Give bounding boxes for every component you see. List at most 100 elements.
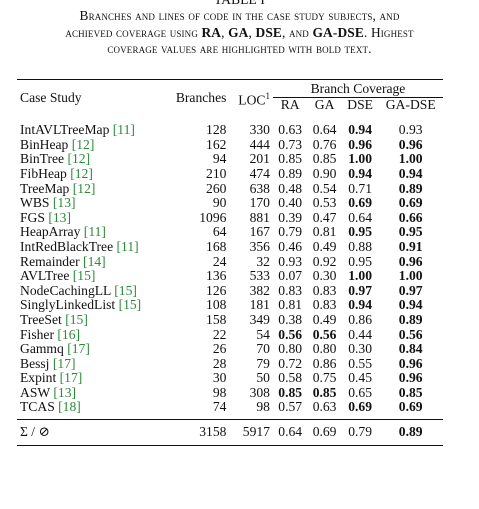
citation-link[interactable]: [12]: [72, 180, 96, 196]
loc-cell: 70: [256, 341, 270, 357]
caption-dse: DSE: [255, 24, 282, 40]
header-branch-coverage: Branch Coverage: [272, 79, 443, 98]
citation-link[interactable]: [11]: [112, 122, 135, 138]
case-study-cell: FibHeap [12]: [17, 165, 164, 182]
loc-cell: 444: [249, 136, 270, 152]
case-study-cell: TCAS [18]: [17, 400, 164, 419]
table-row: FGS [13] 1096 881 0.39 0.47 0.64 0.66: [17, 209, 443, 226]
citation-link[interactable]: [17]: [52, 355, 76, 371]
header-dse: DSE: [347, 96, 373, 112]
citation-link[interactable]: [15]: [72, 268, 96, 284]
case-study-name: TreeMap: [20, 180, 70, 196]
caption-line-2-prefix: achieved coverage using: [65, 24, 202, 40]
ga-cell: 0.30: [312, 268, 337, 284]
gadse-cell: 1.00: [398, 151, 423, 167]
case-study-name: AVLTree: [20, 268, 70, 284]
ga-cell: 0.56: [312, 326, 337, 342]
ra-cell: 0.89: [278, 165, 303, 181]
table-row: SinglyLinkedList [15] 108 181 0.81 0.83 0.94 0…: [17, 298, 443, 313]
ra-cell: 0.46: [278, 238, 303, 254]
branches-cell: 98: [212, 384, 227, 400]
table-row: Fisher [16] 22 54 0.56 0.56 0.44 0.56: [17, 326, 443, 343]
caption-line-1: Branches and lines of code in the case s…: [79, 8, 400, 24]
dse-cell: 0.86: [348, 311, 372, 327]
citation-link[interactable]: [17]: [67, 341, 90, 357]
case-study-cell: BinTree [12]: [17, 152, 164, 167]
gadse-cell: 0.85: [398, 384, 423, 400]
table-row: IntRedBlackTree [11] 168 356 0.46 0.49 0.88 0.…: [17, 238, 443, 255]
ga-cell: 0.86: [312, 355, 337, 371]
gadse-cell: 0.56: [398, 326, 423, 342]
citation-link[interactable]: [12]: [70, 165, 93, 181]
loc-cell: 32: [256, 253, 270, 269]
loc-cell: 79: [256, 355, 270, 371]
branches-cell: 74: [212, 399, 227, 415]
case-study-name: Gammq: [20, 341, 64, 357]
citation-link[interactable]: [15]: [65, 311, 88, 327]
case-study-name: TreeSet: [20, 311, 62, 327]
case-study-name: FibHeap: [20, 165, 67, 181]
ra-cell: 0.63: [278, 122, 303, 138]
gadse-cell: 0.94: [398, 297, 423, 313]
case-study-cell: TreeMap [12]: [17, 180, 164, 197]
citation-link[interactable]: [13]: [48, 209, 71, 225]
gadse-cell: 0.97: [398, 282, 423, 298]
dse-cell: 1.00: [348, 151, 372, 167]
branches-cell: 28: [212, 355, 227, 371]
branches-cell: 162: [206, 136, 227, 152]
loc-cell: 201: [249, 151, 270, 167]
ga-cell: 0.53: [312, 195, 337, 211]
case-study-cell: NodeCachingLL [15]: [17, 282, 164, 299]
table-row: HeapArray [11] 64 167 0.79 0.81 0.95 0.95: [17, 225, 443, 240]
ga-cell: 0.85: [312, 384, 337, 400]
ra-cell: 0.56: [278, 326, 303, 342]
total-dse: 0.79: [341, 419, 379, 446]
case-study-name: Remainder: [20, 253, 80, 269]
ga-cell: 0.80: [312, 341, 337, 357]
citation-link[interactable]: [16]: [57, 326, 81, 342]
ra-cell: 0.07: [278, 268, 303, 284]
branches-cell: 22: [212, 326, 227, 342]
citation-link[interactable]: [11]: [116, 238, 139, 254]
coverage-table: Case Study Branches LOC1 Branch Coverage…: [17, 79, 443, 446]
ga-cell: 0.92: [312, 253, 337, 269]
citation-link[interactable]: [11]: [83, 224, 106, 240]
total-gadse: 0.89: [378, 419, 443, 446]
citation-link[interactable]: [14]: [83, 253, 106, 269]
branches-cell: 136: [206, 268, 227, 284]
citation-link[interactable]: [15]: [118, 297, 142, 313]
gadse-cell: 1.00: [398, 268, 423, 284]
caption-line-3: coverage values are highlighted with bol…: [107, 40, 372, 56]
ra-cell: 0.73: [278, 136, 303, 152]
gadse-cell: 0.69: [398, 195, 423, 211]
citation-link[interactable]: [17]: [59, 370, 83, 386]
case-study-cell: Expint [17]: [17, 370, 164, 386]
gadse-cell: 0.96: [398, 370, 423, 386]
ra-cell: 0.80: [278, 341, 303, 357]
citation-link[interactable]: [15]: [114, 282, 137, 298]
caption-gadse: GA-DSE: [312, 24, 364, 40]
citation-link[interactable]: [13]: [52, 195, 76, 211]
ra-cell: 0.72: [278, 355, 303, 371]
citation-link[interactable]: [18]: [58, 399, 81, 415]
table-row: Remainder [14] 24 32 0.93 0.92 0.95 0.96: [17, 253, 443, 270]
ra-cell: 0.83: [278, 282, 303, 298]
gadse-cell: 0.91: [398, 238, 423, 254]
table-row: BinTree [12] 94 201 0.85 0.85 1.00 1.00: [17, 152, 443, 167]
total-ra: 0.64: [272, 419, 308, 446]
citation-link[interactable]: [13]: [53, 384, 77, 400]
citation-link[interactable]: [12]: [67, 151, 91, 167]
citation-link[interactable]: [12]: [71, 136, 95, 152]
loc-cell: 308: [249, 384, 270, 400]
ra-cell: 0.85: [278, 151, 303, 167]
case-study-cell: SinglyLinkedList [15]: [17, 298, 164, 313]
branches-cell: 1096: [199, 209, 227, 225]
loc-cell: 638: [249, 180, 270, 196]
case-study-name: NodeCachingLL: [20, 282, 111, 298]
branches-cell: 94: [212, 151, 227, 167]
table-row: IntAVLTreeMap [11] 128 330 0.63 0.64 0.94 0.93: [17, 114, 443, 138]
branches-cell: 126: [206, 282, 227, 298]
gadse-cell: 0.69: [398, 399, 423, 415]
loc-cell: 54: [256, 326, 270, 342]
dse-cell: 0.71: [348, 180, 372, 196]
